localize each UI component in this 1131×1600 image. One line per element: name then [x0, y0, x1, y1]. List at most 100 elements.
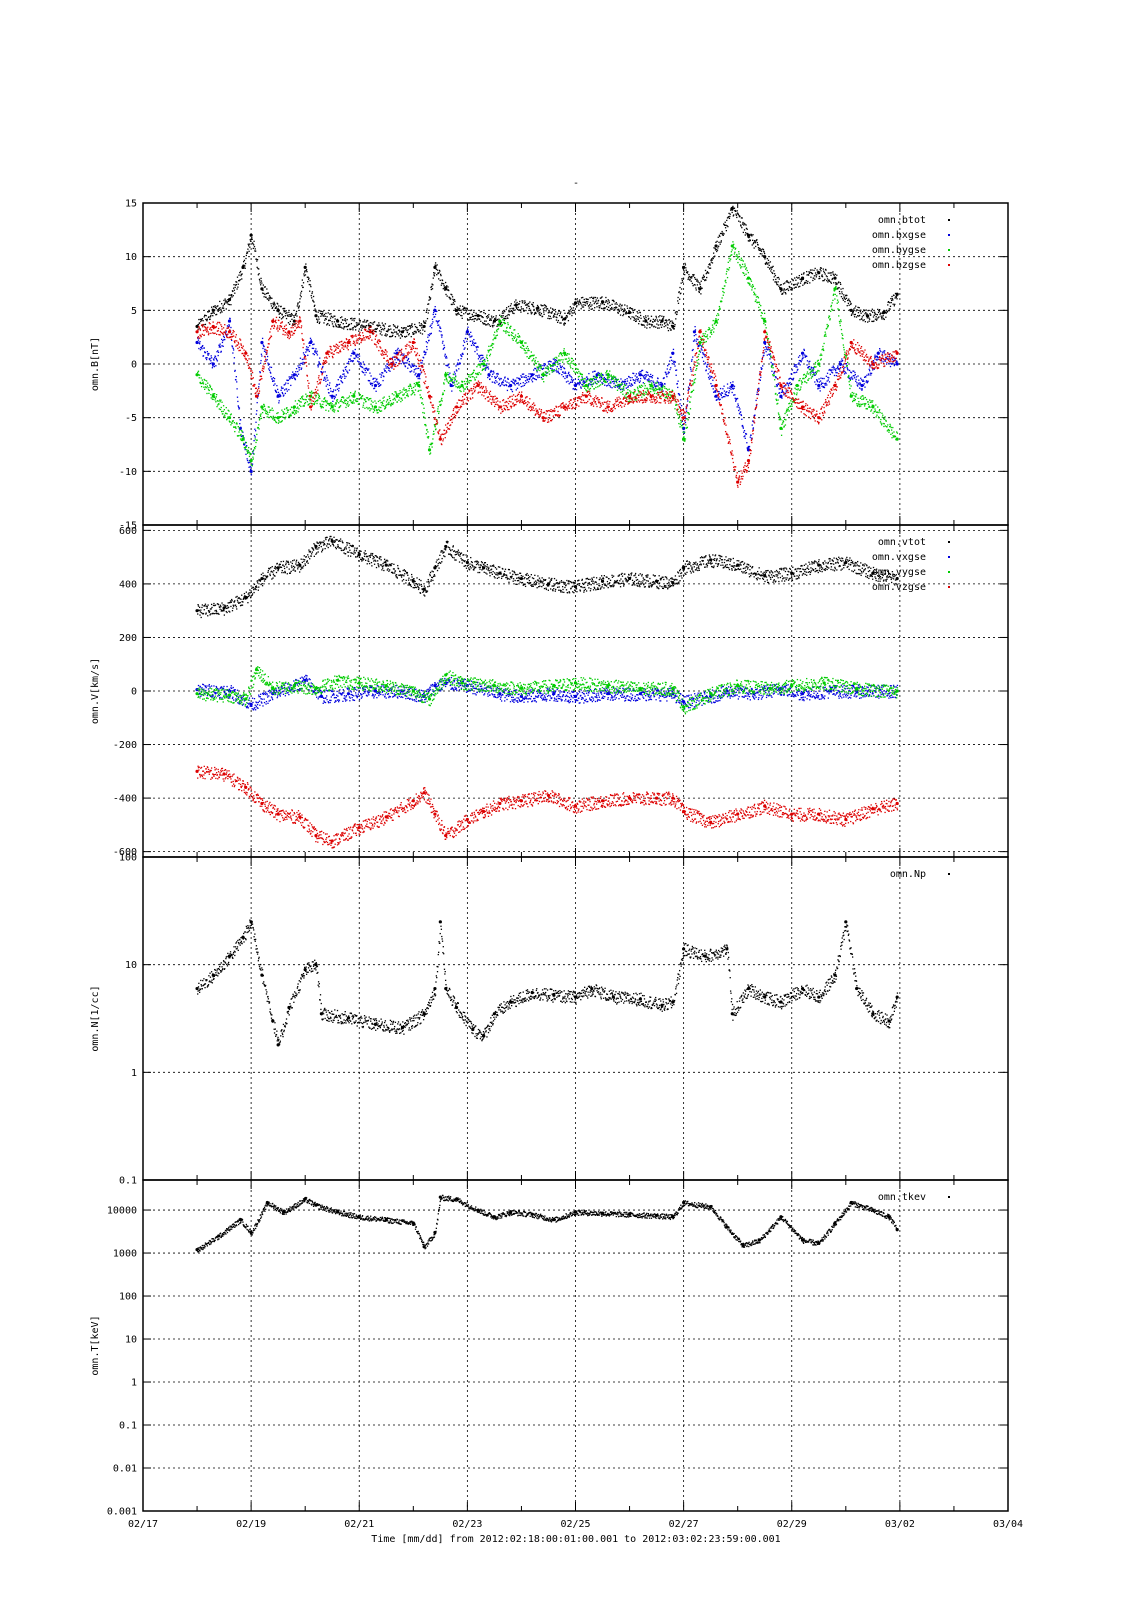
trace-dot [341, 381, 343, 383]
trace-dot [270, 303, 272, 305]
trace-dot [728, 217, 731, 220]
trace-dot [207, 354, 209, 356]
trace-dot [490, 319, 492, 321]
trace-dot [509, 384, 512, 387]
trace-dot [284, 418, 286, 420]
trace-dot [586, 376, 588, 378]
trace-dot [410, 385, 412, 388]
trace-dot [260, 277, 262, 280]
trace-dot [516, 387, 519, 389]
trace-dot [784, 385, 786, 387]
trace-dot [775, 278, 777, 281]
trace-dot [472, 371, 475, 374]
trace-dot [523, 302, 526, 304]
trace-dot [569, 375, 571, 377]
trace-dot [756, 391, 758, 393]
trace-dot [829, 373, 831, 376]
trace-dot [746, 233, 748, 235]
trace-dot [207, 382, 209, 384]
trace-dot [716, 250, 718, 253]
trace-dot [269, 296, 271, 298]
trace-dot [677, 380, 679, 382]
trace-dot [231, 339, 233, 342]
trace-dot [514, 309, 516, 311]
trace-dot [806, 274, 808, 276]
trace-dot [367, 330, 369, 333]
trace-dot [756, 239, 758, 241]
trace-dot [378, 385, 381, 387]
trace-dot [293, 377, 295, 379]
trace-dot [208, 358, 210, 360]
trace-dot [705, 272, 707, 275]
trace-dot [793, 284, 795, 286]
trace-dot [257, 274, 259, 276]
trace-dot [449, 383, 451, 385]
trace-dot [249, 461, 251, 464]
trace-dot [698, 290, 700, 293]
trace-dot [548, 315, 550, 317]
trace-dot [502, 381, 504, 384]
trace-dot [222, 335, 225, 337]
trace-dot [638, 323, 640, 325]
trace-dot [563, 354, 566, 357]
trace-dot [369, 409, 371, 412]
trace-dot [738, 406, 740, 409]
trace-dot [394, 331, 396, 333]
trace-dot [668, 360, 671, 362]
trace-dot [371, 383, 374, 385]
trace-dot [256, 401, 258, 404]
trace-dot [679, 286, 681, 289]
trace-dot [310, 340, 312, 342]
legend-label: omn.btot [878, 215, 926, 226]
trace-dot [688, 275, 690, 278]
trace-dot [495, 315, 497, 317]
trace-dot [584, 385, 587, 387]
trace-dot [528, 349, 530, 352]
trace-dot [445, 293, 447, 296]
trace-dot [460, 384, 463, 387]
trace-dot [513, 337, 516, 339]
trace-dot [696, 284, 699, 286]
trace-dot [209, 357, 211, 360]
trace-dot [634, 382, 636, 384]
trace-dot [453, 298, 456, 301]
trace-dot [578, 299, 581, 301]
trace-dot [528, 373, 530, 375]
trace-dot [519, 300, 521, 303]
trace-dot [750, 234, 752, 236]
trace-dot [221, 311, 223, 313]
trace-dot [665, 371, 667, 374]
trace-dot [489, 318, 491, 320]
trace-dot [861, 316, 863, 318]
trace-dot [326, 316, 328, 318]
trace-dot [199, 349, 202, 351]
trace-dot [383, 396, 385, 398]
trace-dot [500, 315, 503, 317]
trace-dot [282, 308, 284, 310]
trace-dot [636, 318, 638, 320]
trace-dot [480, 310, 483, 313]
trace-dot [393, 325, 395, 327]
trace-dot [203, 316, 205, 318]
trace-dot [473, 342, 476, 344]
trace-dot [374, 377, 376, 380]
trace-dot [567, 353, 569, 355]
trace-dot [439, 273, 442, 276]
trace-dot [229, 318, 231, 320]
trace-dot [558, 314, 561, 317]
trace-dot [348, 404, 350, 406]
trace-dot [670, 356, 672, 358]
trace-dot [619, 387, 621, 389]
trace-dot [329, 319, 331, 322]
trace-dot [253, 434, 256, 437]
trace-dot [272, 380, 274, 382]
trace-dot [762, 248, 765, 251]
trace-dot [702, 360, 705, 362]
trace-dot [477, 315, 480, 318]
trace-dot [662, 319, 664, 321]
trace-dot [742, 221, 744, 224]
trace-dot [399, 390, 401, 392]
trace-dot [252, 247, 254, 250]
trace-dot [894, 292, 897, 295]
trace-dot [612, 300, 615, 302]
